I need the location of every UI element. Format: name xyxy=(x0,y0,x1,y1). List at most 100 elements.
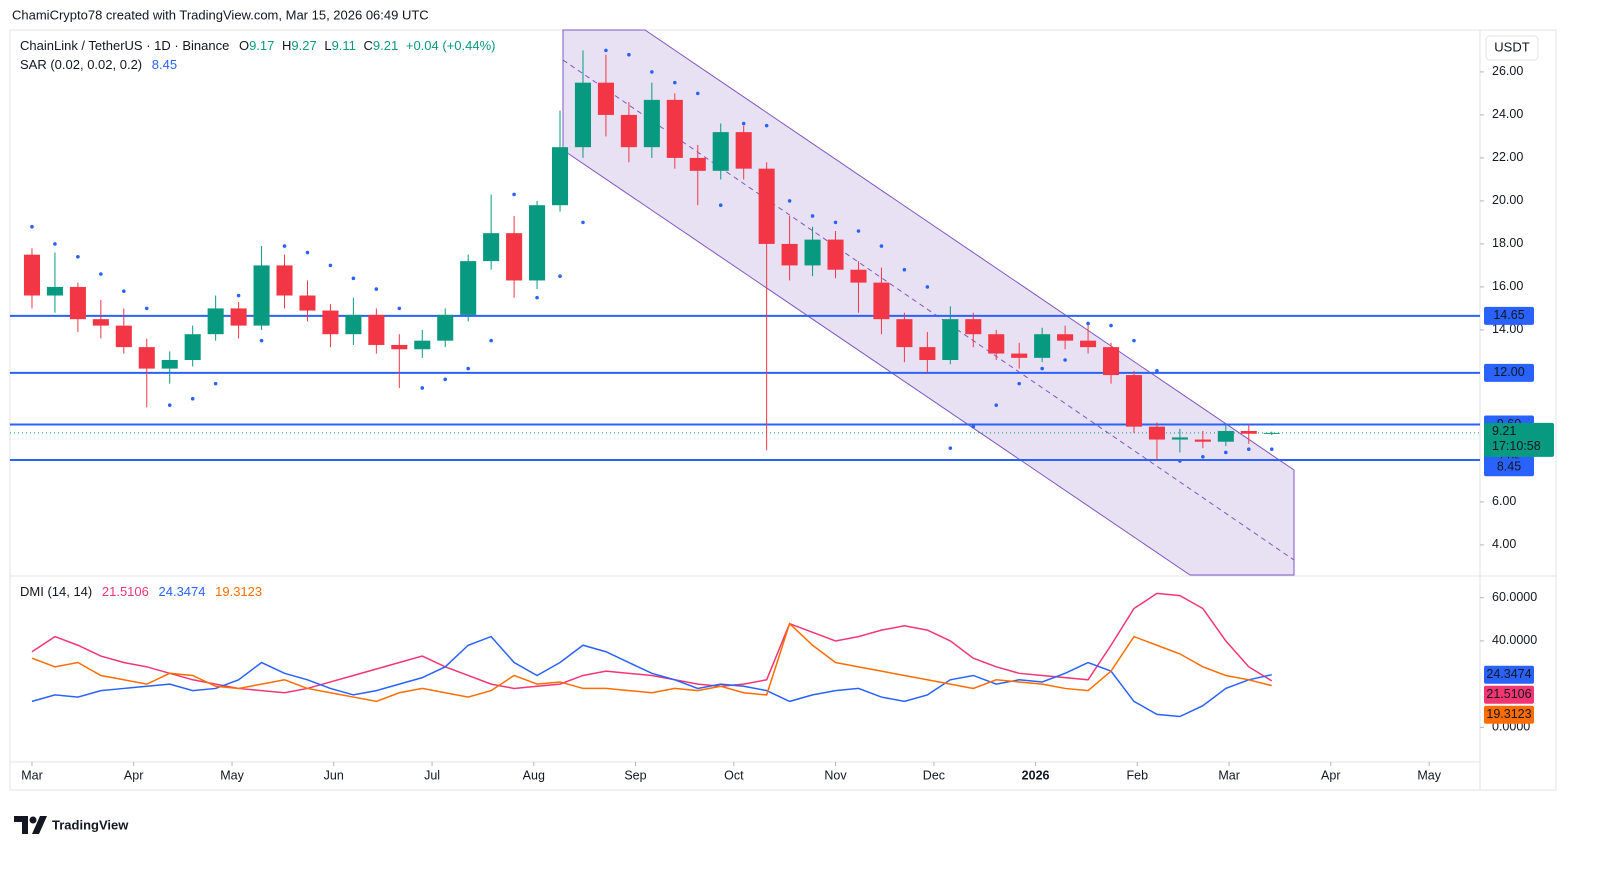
candle-body xyxy=(230,308,247,326)
dmi-value-label-box xyxy=(1484,665,1534,684)
candle-body xyxy=(437,314,454,341)
candle-body xyxy=(322,310,339,335)
candle-body xyxy=(551,147,569,206)
close-label: C xyxy=(364,38,373,53)
candle-body xyxy=(804,239,821,266)
y-tick-label: 40.0000 xyxy=(1492,633,1537,647)
dmi-value-label: 19.3123 xyxy=(1486,707,1531,721)
candle-body xyxy=(597,82,614,115)
sar-dot xyxy=(558,274,562,278)
currency: USDT xyxy=(1494,39,1529,54)
x-tick-label: May xyxy=(1417,768,1441,782)
dmi-line xyxy=(31,592,1273,694)
candle-body xyxy=(712,132,729,171)
sar-dot xyxy=(604,48,608,53)
sar-dot xyxy=(213,381,218,386)
sar-dot xyxy=(374,287,379,291)
open-label: O xyxy=(239,38,249,53)
x-tick-label: Jul xyxy=(424,768,440,782)
low-value: 9.11 xyxy=(332,38,356,53)
sar-dot xyxy=(1224,450,1228,455)
dmi-name: DMI (14, 14) xyxy=(20,584,92,599)
sar-dot xyxy=(695,91,700,96)
level-label-box xyxy=(1484,306,1534,325)
low-label: L xyxy=(324,38,331,53)
candle-body xyxy=(666,99,683,158)
sar-dot xyxy=(53,242,57,246)
candle-body xyxy=(965,319,982,335)
candle-body xyxy=(1240,430,1257,434)
logo-mark xyxy=(14,816,47,834)
sar-dot xyxy=(810,214,815,218)
y-tick-label: 16.00 xyxy=(1492,279,1523,293)
dmi-value-label: 21.5106 xyxy=(1486,687,1531,701)
open-value: 9.17 xyxy=(249,38,274,53)
y-tick-label: 60.0000 xyxy=(1492,590,1537,604)
sar-dot xyxy=(443,377,448,382)
candle-body xyxy=(850,269,867,283)
last-price: 9.21 xyxy=(1492,424,1516,438)
sar-dot xyxy=(764,123,769,128)
sar-dot xyxy=(1063,358,1067,362)
candle-body xyxy=(1080,340,1097,348)
candle-body xyxy=(781,243,798,266)
sar-dot xyxy=(489,338,493,343)
candle-body xyxy=(92,319,109,326)
level-label: 14.65 xyxy=(1493,308,1524,322)
candle-body xyxy=(138,347,155,369)
sar-dot xyxy=(741,121,746,126)
candle-body xyxy=(23,254,41,296)
sar-dot xyxy=(879,244,884,248)
candle-body xyxy=(529,205,546,281)
candle-body xyxy=(988,334,1005,354)
x-tick-label: Jun xyxy=(324,768,344,782)
candle-body xyxy=(368,314,385,345)
x-tick-label: Aug xyxy=(523,768,545,782)
currency-box xyxy=(1485,35,1539,61)
x-tick-label: Nov xyxy=(824,768,847,782)
sar-dot xyxy=(1269,447,1274,452)
sar-dot xyxy=(925,285,930,289)
x-tick-label: Apr xyxy=(124,768,143,782)
x-tick-label: Sep xyxy=(624,768,646,782)
candle-body xyxy=(115,325,132,348)
x-tick-label: Oct xyxy=(724,768,744,782)
sar-dot xyxy=(259,338,264,343)
sar-dot xyxy=(581,220,585,225)
dmi-line xyxy=(31,622,1272,703)
sar-dot xyxy=(856,229,861,233)
legend-sar: SAR (0.02, 0.02, 0.2) 8.45 xyxy=(20,57,177,72)
candle-body xyxy=(942,319,959,361)
y-tick-label: 24.00 xyxy=(1492,107,1523,121)
x-tick-label: 2026 xyxy=(1022,768,1050,782)
candle-body xyxy=(827,239,844,270)
sar-dot xyxy=(1086,321,1090,326)
legend-price: ChainLink / TetherUS · 1D · Binance O9.1… xyxy=(20,38,495,53)
y-tick-label: 22.00 xyxy=(1492,150,1523,164)
candle-body xyxy=(873,282,890,320)
logo: TradingView xyxy=(14,816,129,834)
sar-dot xyxy=(1040,366,1044,371)
sar-dot xyxy=(673,80,677,85)
sar-dot xyxy=(122,289,126,294)
x-tick-label: Dec xyxy=(923,768,945,782)
sar-label-box xyxy=(1484,458,1534,477)
sar-name: SAR (0.02, 0.02, 0.2) xyxy=(20,57,142,72)
sar-dot xyxy=(420,386,425,390)
candle-body xyxy=(1034,334,1051,358)
sar-dot xyxy=(76,255,80,259)
candle-body xyxy=(69,286,86,320)
candle-body xyxy=(460,261,477,315)
sar-dot xyxy=(190,396,195,401)
logo-text: TradingView xyxy=(52,817,129,832)
sar-value: 8.45 xyxy=(152,57,177,72)
candle-body xyxy=(1148,426,1165,440)
y-tick-label: 20.00 xyxy=(1492,193,1523,207)
sar-dot xyxy=(1201,454,1205,459)
candle-body xyxy=(391,344,408,350)
frame xyxy=(9,29,1557,791)
level-label: 12.00 xyxy=(1493,365,1524,379)
candle-body xyxy=(483,233,500,262)
candle-body xyxy=(919,347,936,361)
